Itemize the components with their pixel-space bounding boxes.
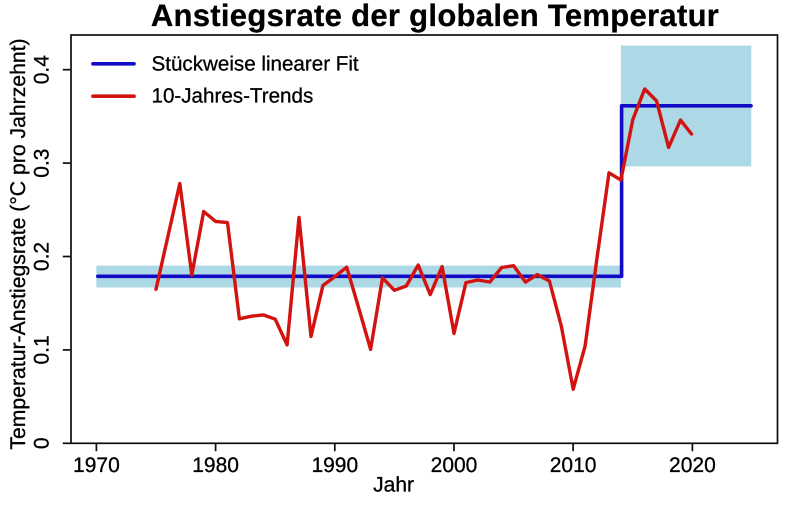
svg-text:Temperatur-Anstiegsrate (°C pr: Temperatur-Anstiegsrate (°C pro Jahrzehn…	[7, 38, 30, 449]
svg-text:0.1: 0.1	[31, 335, 54, 364]
svg-text:10-Jahres-Trends: 10-Jahres-Trends	[152, 85, 314, 108]
svg-text:2000: 2000	[431, 454, 478, 477]
svg-text:0.2: 0.2	[31, 242, 54, 271]
svg-text:Anstiegsrate der globalen Temp: Anstiegsrate der globalen Temperatur	[151, 0, 719, 33]
svg-text:2010: 2010	[550, 454, 597, 477]
svg-text:0.3: 0.3	[31, 148, 54, 177]
svg-text:Jahr: Jahr	[373, 474, 414, 497]
svg-text:0.4: 0.4	[31, 55, 54, 85]
svg-text:Stückweise linearer Fit: Stückweise linearer Fit	[152, 52, 359, 75]
svg-text:2020: 2020	[669, 454, 716, 477]
svg-text:1980: 1980	[192, 454, 239, 477]
svg-text:1990: 1990	[311, 454, 358, 477]
svg-text:1970: 1970	[73, 454, 120, 477]
svg-text:0: 0	[31, 437, 54, 449]
